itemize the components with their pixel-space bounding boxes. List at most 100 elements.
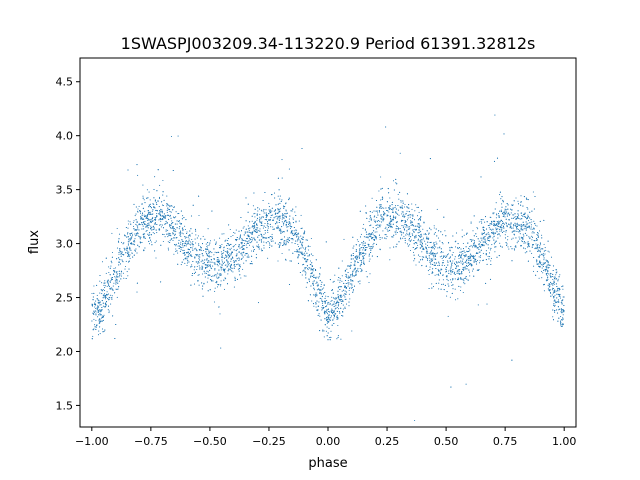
data-point xyxy=(544,247,546,249)
data-point xyxy=(369,211,371,213)
data-point xyxy=(415,204,417,206)
data-point xyxy=(130,238,133,240)
data-point xyxy=(457,298,459,300)
data-point xyxy=(389,225,391,227)
data-point xyxy=(316,289,318,291)
data-point xyxy=(492,213,494,215)
data-point xyxy=(380,224,382,226)
data-point xyxy=(434,254,436,257)
data-point xyxy=(309,276,312,278)
data-point xyxy=(149,213,151,216)
data-point xyxy=(559,297,561,299)
data-point xyxy=(548,286,550,288)
data-point xyxy=(240,246,243,248)
data-point xyxy=(318,301,320,303)
data-point xyxy=(347,265,349,267)
data-point xyxy=(214,251,216,253)
data-point xyxy=(270,211,272,213)
data-point xyxy=(517,228,519,230)
data-point xyxy=(250,232,252,234)
data-point xyxy=(118,280,120,282)
data-point xyxy=(541,267,543,269)
data-point xyxy=(465,254,468,256)
data-point xyxy=(281,252,283,255)
data-point xyxy=(98,330,100,332)
data-point xyxy=(289,260,291,262)
data-point xyxy=(214,273,216,276)
data-point xyxy=(177,213,179,215)
data-point xyxy=(328,336,330,339)
data-point xyxy=(239,236,241,238)
data-point xyxy=(112,289,114,291)
data-point xyxy=(127,227,129,229)
data-point xyxy=(408,238,411,240)
data-point xyxy=(304,258,306,260)
data-point xyxy=(468,269,470,271)
data-point xyxy=(212,265,214,267)
data-point xyxy=(218,306,220,308)
data-point xyxy=(482,232,484,235)
data-point xyxy=(100,310,102,312)
data-point xyxy=(403,228,405,230)
data-point xyxy=(186,262,189,264)
data-point xyxy=(434,264,437,266)
data-point xyxy=(478,245,480,247)
data-point xyxy=(501,228,503,231)
data-point xyxy=(299,241,301,243)
data-point xyxy=(108,296,111,298)
data-point xyxy=(324,301,326,303)
data-point xyxy=(305,266,307,269)
data-point xyxy=(537,233,539,235)
data-point xyxy=(545,279,548,281)
data-point xyxy=(108,271,110,274)
data-point xyxy=(478,262,481,264)
data-point xyxy=(529,222,531,224)
data-point xyxy=(311,273,313,275)
data-point xyxy=(123,277,125,279)
data-point xyxy=(140,236,142,238)
data-point xyxy=(198,257,200,259)
data-point xyxy=(98,302,100,304)
data-point xyxy=(234,276,236,278)
data-point xyxy=(182,249,184,251)
data-point xyxy=(499,226,501,228)
data-point xyxy=(500,210,503,212)
data-point xyxy=(232,260,235,262)
data-point xyxy=(334,274,336,276)
data-point xyxy=(148,222,150,224)
data-point xyxy=(396,225,398,228)
data-point xyxy=(196,265,198,268)
data-point xyxy=(283,215,285,217)
data-point xyxy=(158,212,161,214)
data-point xyxy=(184,225,186,227)
data-point xyxy=(279,207,281,209)
data-point xyxy=(450,266,452,268)
data-point xyxy=(501,221,504,223)
data-point xyxy=(345,282,347,285)
data-point xyxy=(503,211,505,213)
data-point xyxy=(315,282,317,284)
data-point xyxy=(546,271,549,273)
data-point xyxy=(371,197,373,199)
data-point xyxy=(520,245,522,247)
data-point xyxy=(414,419,416,422)
data-point xyxy=(294,242,296,245)
data-point xyxy=(319,291,321,293)
data-point xyxy=(298,239,300,241)
data-point xyxy=(218,269,220,271)
data-point xyxy=(208,260,210,262)
data-point xyxy=(414,229,417,231)
data-point xyxy=(96,294,98,296)
data-point xyxy=(463,234,465,236)
data-point xyxy=(95,326,97,328)
data-point xyxy=(323,284,325,286)
data-point xyxy=(364,242,366,244)
data-point xyxy=(539,263,542,265)
data-point xyxy=(454,264,456,266)
data-point xyxy=(153,227,155,229)
data-point xyxy=(546,264,548,266)
data-point xyxy=(556,271,558,273)
data-point xyxy=(161,209,163,211)
data-point xyxy=(519,238,521,240)
data-point xyxy=(395,222,397,224)
